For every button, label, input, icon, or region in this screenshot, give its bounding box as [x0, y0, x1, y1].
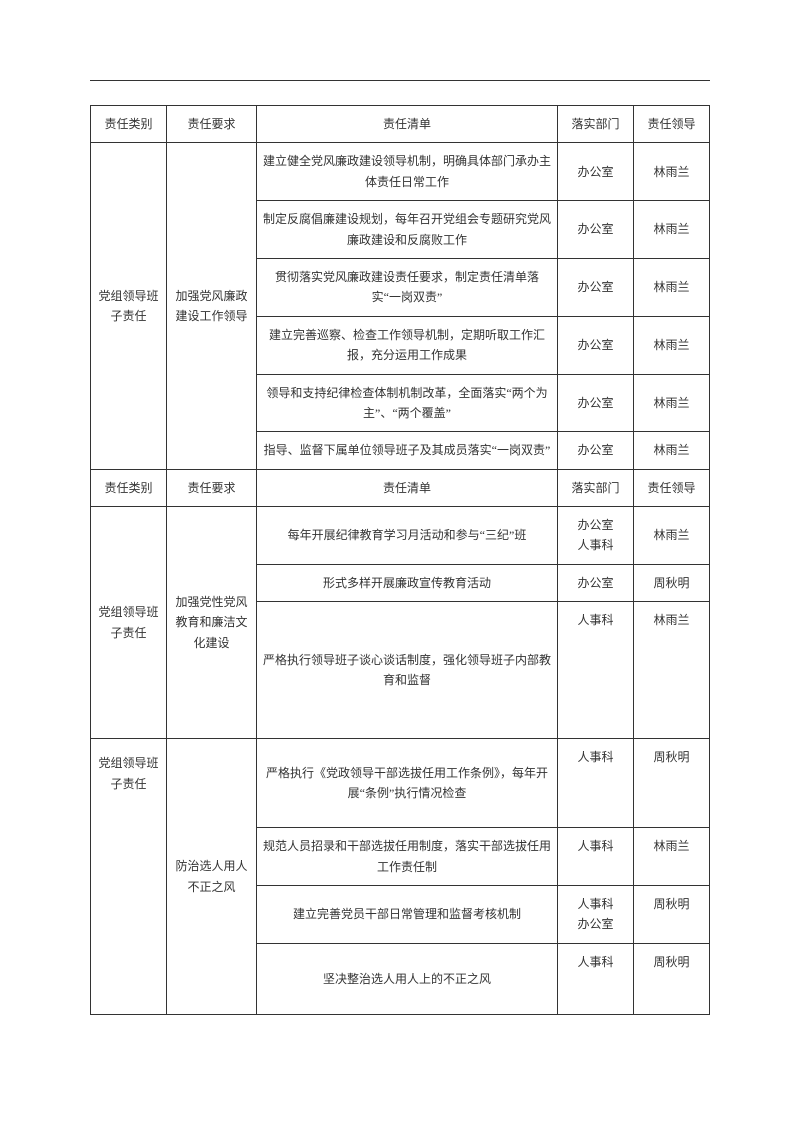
cell-dept: 人事科 [558, 828, 634, 886]
cell-leader: 林雨兰 [634, 602, 710, 739]
cell-dept: 办公室 [558, 432, 634, 469]
cell-leader: 周秋明 [634, 886, 710, 944]
cell-leader: 周秋明 [634, 943, 710, 1014]
cell-leader: 林雨兰 [634, 432, 710, 469]
document-page: 责任类别 责任要求 责任清单 落实部门 责任领导 党组领导班子责任 加强党风廉政… [0, 0, 800, 1132]
cell-dept: 办公室 [558, 316, 634, 374]
cell-dept: 人事科 [558, 602, 634, 739]
th-dept: 落实部门 [558, 106, 634, 143]
cell-list: 严格执行领导班子谈心谈话制度，强化领导班子内部教育和监督 [257, 602, 558, 739]
cell-leader: 林雨兰 [634, 143, 710, 201]
th-leader: 责任领导 [634, 469, 710, 506]
th-list: 责任清单 [257, 106, 558, 143]
cell-category: 党组领导班子责任 [91, 507, 167, 739]
cell-list: 领导和支持纪律检查体制机制改革，全面落实“两个为主”、“两个覆盖” [257, 374, 558, 432]
cell-list: 严格执行《党政领导干部选拔任用工作条例》，每年开展“条例”执行情况检查 [257, 739, 558, 828]
cell-dept: 办公室 [558, 201, 634, 259]
cell-dept: 办公室 [558, 143, 634, 201]
cell-list: 指导、监督下属单位领导班子及其成员落实“一岗双责” [257, 432, 558, 469]
cell-dept: 人事科 办公室 [558, 886, 634, 944]
cell-dept: 人事科 [558, 739, 634, 828]
cell-leader: 周秋明 [634, 739, 710, 828]
cell-list: 贯彻落实党风廉政建设责任要求，制定责任清单落实“一岗双责” [257, 258, 558, 316]
cell-list: 建立完善党员干部日常管理和监督考核机制 [257, 886, 558, 944]
cell-dept: 办公室 [558, 374, 634, 432]
cell-requirement: 防治选人用人不正之风 [167, 739, 257, 1015]
th-leader: 责任领导 [634, 106, 710, 143]
cell-list: 建立完善巡察、检查工作领导机制，定期听取工作汇报，充分运用工作成果 [257, 316, 558, 374]
table-header-row: 责任类别 责任要求 责任清单 落实部门 责任领导 [91, 469, 710, 506]
cell-requirement: 加强党性党风教育和廉洁文化建设 [167, 507, 257, 739]
cell-leader: 林雨兰 [634, 828, 710, 886]
cell-leader: 林雨兰 [634, 507, 710, 565]
th-list: 责任清单 [257, 469, 558, 506]
cell-leader: 林雨兰 [634, 316, 710, 374]
th-requirement: 责任要求 [167, 106, 257, 143]
cell-dept: 办公室 [558, 564, 634, 601]
cell-list: 形式多样开展廉政宣传教育活动 [257, 564, 558, 601]
cell-list: 坚决整治选人用人上的不正之风 [257, 943, 558, 1014]
th-category: 责任类别 [91, 469, 167, 506]
cell-list: 建立健全党风廉政建设领导机制，明确具体部门承办主体责任日常工作 [257, 143, 558, 201]
table-row: 党组领导班子责任 加强党风廉政建设工作领导 建立健全党风廉政建设领导机制，明确具… [91, 143, 710, 201]
cell-dept: 人事科 [558, 943, 634, 1014]
cell-leader: 林雨兰 [634, 374, 710, 432]
cell-dept: 办公室 人事科 [558, 507, 634, 565]
table-header-row: 责任类别 责任要求 责任清单 落实部门 责任领导 [91, 106, 710, 143]
th-dept: 落实部门 [558, 469, 634, 506]
th-category: 责任类别 [91, 106, 167, 143]
table-row: 党组领导班子责任 加强党性党风教育和廉洁文化建设 每年开展纪律教育学习月活动和参… [91, 507, 710, 565]
cell-list: 制定反腐倡廉建设规划，每年召开党组会专题研究党风廉政建设和反腐败工作 [257, 201, 558, 259]
top-rule [90, 80, 710, 81]
cell-dept: 办公室 [558, 258, 634, 316]
responsibility-table: 责任类别 责任要求 责任清单 落实部门 责任领导 党组领导班子责任 加强党风廉政… [90, 105, 710, 1015]
cell-leader: 周秋明 [634, 564, 710, 601]
cell-list: 规范人员招录和干部选拔任用制度，落实干部选拔任用工作责任制 [257, 828, 558, 886]
cell-leader: 林雨兰 [634, 201, 710, 259]
cell-category: 党组领导班子责任 [91, 143, 167, 469]
table-row: 党组领导班子责任 防治选人用人不正之风 严格执行《党政领导干部选拔任用工作条例》… [91, 739, 710, 828]
cell-category: 党组领导班子责任 [91, 739, 167, 1015]
cell-requirement: 加强党风廉政建设工作领导 [167, 143, 257, 469]
th-requirement: 责任要求 [167, 469, 257, 506]
cell-leader: 林雨兰 [634, 258, 710, 316]
cell-list: 每年开展纪律教育学习月活动和参与“三纪”班 [257, 507, 558, 565]
